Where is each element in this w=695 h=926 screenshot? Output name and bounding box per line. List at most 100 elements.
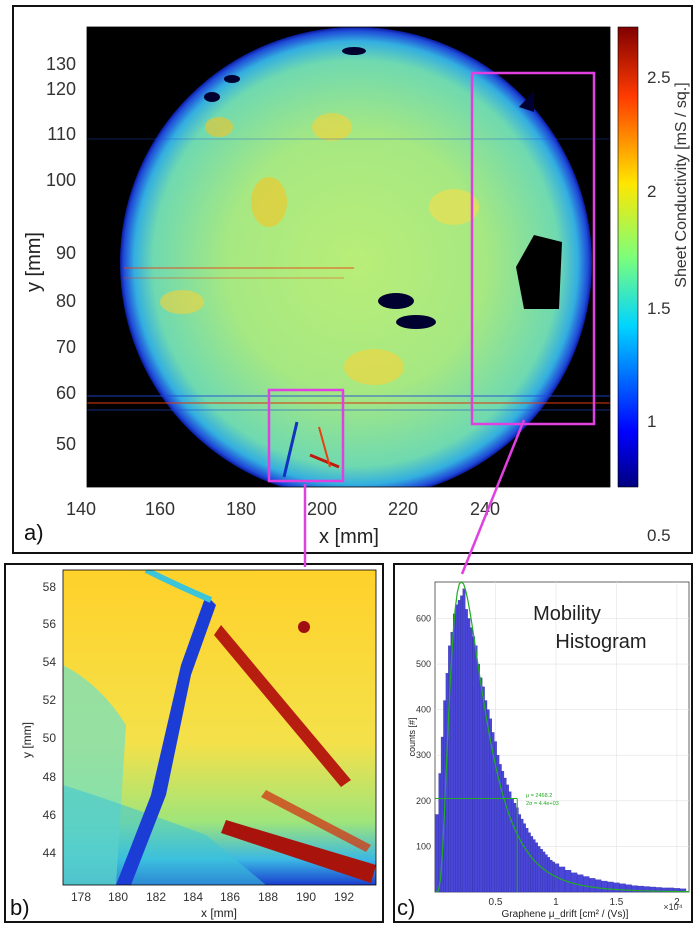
hist-y-ticks: 600 500 400 300 200 100 (416, 613, 431, 851)
panel-c-label: c) (397, 895, 415, 920)
red-streak-2 (221, 820, 376, 883)
xtick-a-180: 180 (226, 499, 256, 519)
ytick-a-130: 130 (46, 54, 76, 74)
hist-ytick: 600 (416, 613, 431, 623)
xlabel-a: x [mm] (319, 526, 379, 548)
histogram-bar (619, 883, 626, 893)
ytick-b-58: 58 (43, 580, 57, 594)
ytick-a-110: 110 (47, 124, 76, 144)
ytick-a-100: 100 (46, 170, 76, 190)
histogram-bar (576, 874, 584, 893)
xtick-a-200: 200 (307, 499, 337, 519)
sigma-annotation: 2σ = 4.4e+03 (526, 801, 559, 807)
histogram-bar (484, 700, 488, 893)
histogram-bar (530, 836, 534, 893)
histogram-bar (601, 880, 608, 893)
xlabel-c: Graphene μ_drift [cm² / (Vs)] (502, 909, 629, 920)
ylabel-b: y [mm] (20, 722, 34, 758)
ytick-a-120: 120 (46, 79, 76, 99)
histogram-bar (540, 848, 543, 893)
hist-ytick: 200 (416, 796, 431, 806)
axes-b-frame (62, 569, 377, 886)
histogram-bar (589, 878, 596, 893)
xtick-b-192: 192 (334, 890, 354, 904)
panel-c-svg: 600 500 400 300 200 100 0.5 1 1.5 2 Mobility His… (397, 581, 690, 920)
ytick-b-54: 54 (43, 655, 57, 669)
histogram-bar (482, 686, 485, 893)
y-ticks-a: 130 120 110 100 90 80 70 60 50 (46, 54, 76, 454)
hist-title-line2: Histogram (555, 631, 646, 653)
xtick-b-190: 190 (296, 890, 316, 904)
panel-a-label: a) (24, 520, 44, 545)
histogram-bar (607, 881, 614, 893)
histogram-bar (520, 818, 524, 893)
ytick-b-44: 44 (43, 846, 57, 860)
xtick-a-220: 220 (388, 499, 418, 519)
histogram-bar (462, 588, 466, 893)
colorbar-ticks: 2.5 2 1.5 1 0.5 (647, 68, 671, 545)
histogram-bar (506, 784, 509, 893)
histogram-bar (527, 832, 531, 893)
ytick-b-46: 46 (43, 808, 57, 822)
hist-ytick: 300 (416, 750, 431, 760)
hist-ytick: 500 (416, 659, 431, 669)
blue-crack (116, 595, 216, 885)
histogram-bar (434, 814, 439, 893)
histogram-bar (525, 828, 529, 893)
axes-a-frame (86, 26, 611, 488)
x-ticks-a: 140 160 180 200 220 240 (66, 499, 500, 519)
ytick-a-60: 60 (56, 383, 76, 403)
histogram-bar (552, 861, 555, 893)
hist-title-line1: Mobility (533, 603, 601, 625)
defects (204, 47, 562, 478)
xtick-b-180: 180 (108, 890, 128, 904)
hist-xtick: 1 (553, 897, 559, 908)
cbtick-2: 2 (647, 182, 656, 201)
x-ticks-b: 178 180 182 184 186 188 190 192 (71, 890, 354, 904)
fit-curve (435, 581, 689, 893)
histogram-bar (547, 857, 551, 893)
ytick-a-80: 80 (56, 291, 76, 311)
panel-b-svg: 58 56 54 52 50 48 46 44 178 180 182 184 … (10, 569, 377, 920)
histogram-bar (469, 627, 473, 893)
cbtick-2-5: 2.5 (647, 68, 671, 87)
panel-a-svg: 130 120 110 100 90 80 70 60 50 140 160 1… (23, 26, 690, 548)
cbtick-1-5: 1.5 (647, 299, 671, 318)
highlight-box-large (470, 71, 596, 426)
hist-xtick: 1.5 (609, 897, 623, 908)
ytick-b-48: 48 (43, 770, 57, 784)
x-multiplier: ×10⁴ (663, 902, 682, 912)
panel-b-label: b) (10, 895, 30, 920)
ytick-b-56: 56 (43, 617, 57, 631)
histogram-bar (513, 802, 517, 893)
ylabel-c: counts [#] (407, 717, 417, 756)
heatmap-b (63, 570, 376, 885)
hist-ytick: 100 (416, 841, 431, 851)
mu-annotation: μ = 2468.2 (526, 793, 552, 799)
colorbar-label: Sheet Conductivity [mS / sq.] (673, 82, 690, 287)
histogram-bar (503, 777, 507, 893)
histogram-bar (583, 876, 590, 893)
ytick-a-70: 70 (56, 337, 76, 357)
histogram-bar (511, 798, 514, 893)
histogram-bar (544, 854, 548, 893)
histogram-bar (452, 613, 456, 893)
histogram-bar (460, 595, 463, 893)
red-streak-1 (214, 625, 351, 787)
y-ticks-b: 58 56 54 52 50 48 46 44 (43, 580, 57, 860)
histogram-bar (479, 677, 483, 893)
histogram-bar (537, 846, 541, 893)
scan-streaks (87, 138, 610, 411)
xtick-b-188: 188 (258, 890, 278, 904)
cbtick-1: 1 (647, 412, 656, 431)
red-dot (298, 621, 310, 633)
xtick-b-178: 178 (71, 890, 91, 904)
xtick-b-186: 186 (220, 890, 240, 904)
histogram-bar (532, 839, 536, 893)
ytick-b-50: 50 (43, 731, 57, 745)
heatmap-a (87, 27, 610, 487)
xtick-a-240: 240 (470, 499, 500, 519)
histogram-bar (467, 618, 471, 893)
hist-xtick: 0.5 (489, 897, 503, 908)
hist-x-ticks: 0.5 1 1.5 2 (489, 897, 681, 908)
